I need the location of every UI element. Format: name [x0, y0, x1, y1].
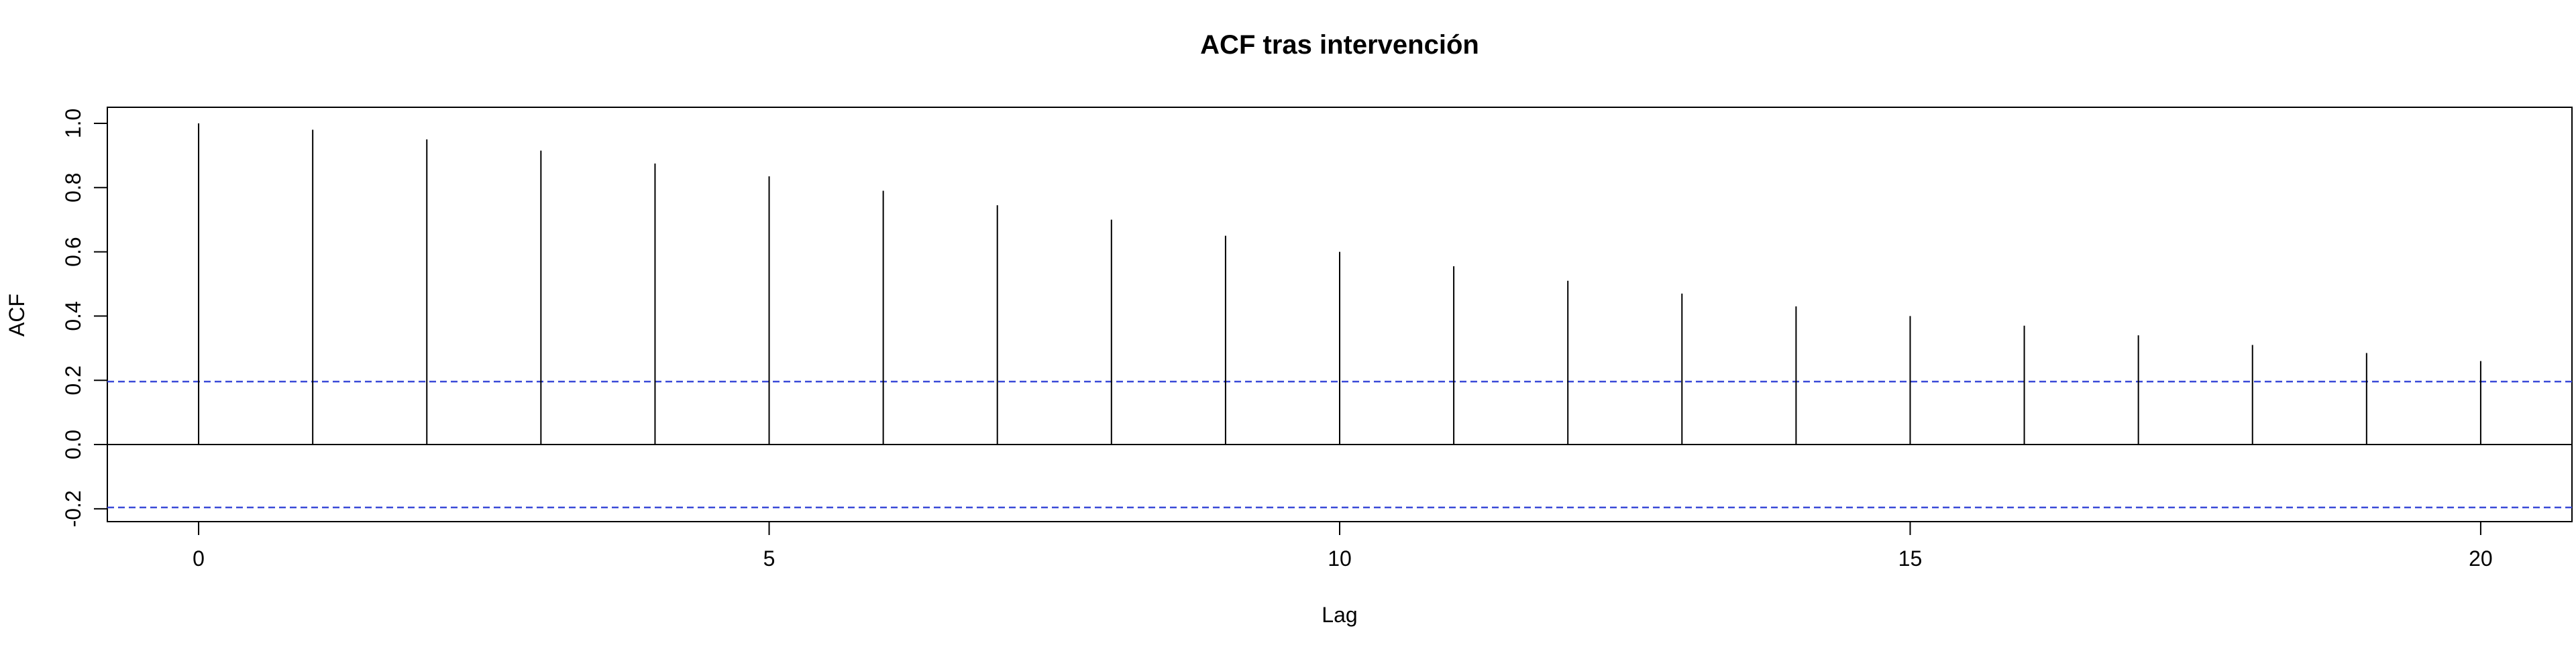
y-tick-label-0: -0.2 [61, 490, 85, 527]
y-tick-label-2: 0.2 [61, 365, 85, 395]
x-tick-label-15: 15 [1898, 546, 1923, 571]
x-tick-label-10: 10 [1328, 546, 1352, 571]
y-tick-label-4: 0.6 [61, 237, 85, 266]
y-tick-label-3: 0.4 [61, 301, 85, 331]
x-tick-label-5: 5 [763, 546, 775, 571]
y-tick-label-5: 0.8 [61, 173, 85, 202]
chart-title: ACF tras intervención [1200, 30, 1479, 60]
x-tick-label-20: 20 [2469, 546, 2493, 571]
chart-marks: 0 5 10 15 20 -0.2 0.0 0.2 0.4 0.6 0.8 1.0 [61, 109, 2572, 571]
x-axis-label: Lag [1322, 603, 1357, 627]
x-tick-label-0: 0 [193, 546, 205, 571]
y-axis-label: ACF [5, 294, 29, 337]
y-tick-label-1: 0.0 [61, 430, 85, 459]
y-tick-label-6: 1.0 [61, 109, 85, 138]
